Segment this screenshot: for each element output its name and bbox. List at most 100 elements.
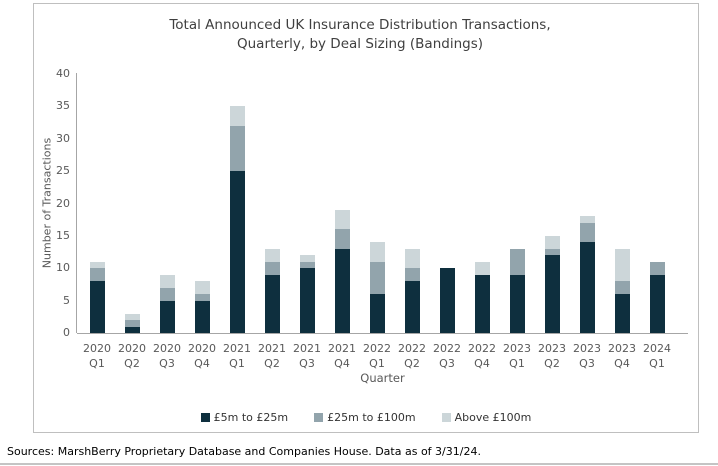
segment-5m-to-25m xyxy=(579,242,595,333)
y-tick-label: 0 xyxy=(63,326,70,339)
x-tick-label: 2023 Q2 xyxy=(538,342,566,370)
y-tick-label: 15 xyxy=(56,228,70,242)
segment-above-100m xyxy=(124,313,140,321)
y-tick-label: 10 xyxy=(56,261,70,275)
bar-2020-q1 xyxy=(89,261,105,333)
x-tick-label: 2022 Q4 xyxy=(468,342,496,370)
segment-25m-to-100m xyxy=(404,268,420,282)
source-note: Sources: MarshBerry Proprietary Database… xyxy=(7,445,481,458)
bottom-rule xyxy=(0,463,718,465)
bar-2022-q4 xyxy=(474,261,490,333)
bar-2021-q1 xyxy=(229,106,245,333)
legend-label-5m-25m: £5m to £25m xyxy=(213,410,289,424)
segment-5m-to-25m xyxy=(649,274,665,333)
segment-above-100m xyxy=(299,255,315,262)
segment-5m-to-25m xyxy=(89,281,105,333)
segment-5m-to-25m xyxy=(439,268,455,333)
y-tick-label: 35 xyxy=(56,99,70,113)
segment-25m-to-100m xyxy=(264,261,280,275)
x-axis-line xyxy=(77,333,688,334)
segment-5m-to-25m xyxy=(369,294,385,333)
y-tick-label: 30 xyxy=(56,131,70,145)
segment-5m-to-25m xyxy=(334,248,350,333)
bar-2022-q1 xyxy=(369,242,385,333)
segment-25m-to-100m xyxy=(194,294,210,301)
segment-25m-to-100m xyxy=(89,268,105,282)
segment-above-100m xyxy=(229,106,245,126)
segment-25m-to-100m xyxy=(229,125,245,172)
y-tick-label: 40 xyxy=(56,67,70,80)
y-tick-label: 20 xyxy=(56,196,70,210)
bar-2021-q2 xyxy=(264,248,280,333)
legend-swatch-25m-100m-icon xyxy=(314,412,324,422)
segment-above-100m xyxy=(89,261,105,269)
segment-25m-to-100m xyxy=(509,248,525,275)
segment-5m-to-25m xyxy=(194,300,210,333)
segment-25m-to-100m xyxy=(544,248,560,256)
legend-item-above-100m: Above £100m xyxy=(441,410,532,424)
y-tick-label: 25 xyxy=(56,164,70,178)
segment-above-100m xyxy=(334,209,350,230)
segment-25m-to-100m xyxy=(369,261,385,295)
segment-5m-to-25m xyxy=(474,274,490,333)
bar-2024-q1 xyxy=(649,261,665,333)
segment-25m-to-100m xyxy=(649,261,665,275)
segment-above-100m xyxy=(369,242,385,262)
legend-label-above-100m: Above £100m xyxy=(454,410,532,424)
bar-2020-q3 xyxy=(159,274,175,333)
segment-above-100m xyxy=(194,281,210,295)
legend-swatch-5m-25m-icon xyxy=(200,412,210,422)
x-tick-label: 2021 Q1 xyxy=(223,342,251,370)
x-tick-label: 2020 Q2 xyxy=(118,342,146,370)
x-tick-label: 2020 Q4 xyxy=(188,342,216,370)
segment-5m-to-25m xyxy=(404,281,420,333)
segment-25m-to-100m xyxy=(614,281,630,295)
segment-25m-to-100m xyxy=(159,287,175,301)
bar-2020-q4 xyxy=(194,281,210,333)
segment-5m-to-25m xyxy=(299,268,315,333)
legend-item-25m-100m: £25m to £100m xyxy=(314,410,416,424)
y-tick-label: 5 xyxy=(63,293,70,307)
legend-item-5m-25m: £5m to £25m xyxy=(200,410,289,424)
x-tick-label: 2021 Q4 xyxy=(328,342,356,370)
x-tick-label: 2020 Q1 xyxy=(83,342,111,370)
bar-2020-q2 xyxy=(124,313,140,333)
legend-label-25m-100m: £25m to £100m xyxy=(327,410,416,424)
chart-title-line1: Total Announced UK Insurance Distributio… xyxy=(169,17,551,33)
segment-5m-to-25m xyxy=(509,274,525,333)
segment-5m-to-25m xyxy=(159,300,175,333)
bar-2021-q3 xyxy=(299,255,315,333)
chart-title: Total Announced UK Insurance Distributio… xyxy=(40,16,680,54)
x-axis-title: Quarter xyxy=(360,371,405,385)
segment-5m-to-25m xyxy=(229,171,245,333)
segment-above-100m xyxy=(404,248,420,269)
y-axis-line xyxy=(76,73,77,333)
x-tick-label: 2021 Q2 xyxy=(258,342,286,370)
bar-2023-q3 xyxy=(579,216,595,333)
legend-swatch-above-100m-icon xyxy=(441,412,451,422)
x-tick-label: 2022 Q3 xyxy=(433,342,461,370)
segment-above-100m xyxy=(544,235,560,249)
segment-5m-to-25m xyxy=(544,255,560,333)
x-tick-label: 2022 Q1 xyxy=(363,342,391,370)
x-tick-label: 2020 Q3 xyxy=(153,342,181,370)
segment-25m-to-100m xyxy=(299,261,315,269)
x-tick-label: 2021 Q3 xyxy=(293,342,321,370)
segment-above-100m xyxy=(264,248,280,262)
x-tick-label: 2024 Q1 xyxy=(643,342,671,370)
segment-25m-to-100m xyxy=(579,222,595,243)
segment-5m-to-25m xyxy=(614,294,630,333)
x-tick-label: 2022 Q2 xyxy=(398,342,426,370)
bar-2021-q4 xyxy=(334,209,350,333)
segment-above-100m xyxy=(159,274,175,288)
bar-2023-q2 xyxy=(544,235,560,333)
segment-25m-to-100m xyxy=(334,229,350,249)
legend: £5m to £25m £25m to £100m Above £100m xyxy=(33,408,699,426)
bar-2023-q1 xyxy=(509,248,525,333)
bar-2022-q3 xyxy=(439,268,455,333)
segment-5m-to-25m xyxy=(124,326,140,333)
chart-title-line2: Quarterly, by Deal Sizing (Bandings) xyxy=(236,36,484,52)
bar-2022-q2 xyxy=(404,248,420,333)
segment-above-100m xyxy=(614,248,630,282)
